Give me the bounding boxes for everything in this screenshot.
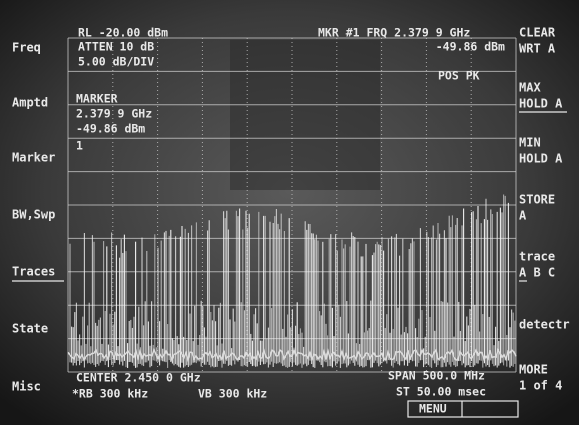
right-softkey[interactable]: WRT A <box>519 42 556 56</box>
ref-level: RL -20.00 dBm <box>78 26 168 40</box>
menu-label[interactable]: MENU <box>419 402 447 416</box>
right-softkey[interactable]: MORE <box>519 363 548 377</box>
left-softkey[interactable]: State <box>12 322 48 336</box>
right-softkey[interactable]: MAX <box>519 81 541 95</box>
left-softkey[interactable]: Misc <box>12 380 41 394</box>
left-softkey[interactable]: BW,Swp <box>12 208 55 222</box>
detector: POS PK <box>438 69 480 83</box>
left-softkey[interactable]: Marker <box>12 151 55 165</box>
right-softkey[interactable]: HOLD A <box>519 152 563 166</box>
marker-number: 1 <box>76 139 83 153</box>
left-softkey[interactable]: Freq <box>12 41 41 55</box>
reflection <box>230 40 380 190</box>
resolution-bandwidth: *RB 300 kHz <box>72 387 148 401</box>
right-softkey[interactable]: detectr <box>519 318 570 332</box>
span: SPAN 500.0 MHz <box>388 369 485 383</box>
right-softkey[interactable]: CLEAR <box>519 26 556 40</box>
right-softkey[interactable]: HOLD A <box>519 97 563 111</box>
marker-frequency: MKR #1 FRQ 2.379 9 GHz <box>318 26 470 40</box>
marker-freq: 2.379 9 GHz <box>76 107 152 121</box>
scale: 5.00 dB/DIV <box>78 55 154 69</box>
noise-floor <box>67 347 517 363</box>
right-softkey[interactable]: STORE <box>519 193 555 207</box>
video-bandwidth: VB 300 kHz <box>198 387 267 401</box>
right-softkey[interactable]: trace <box>519 250 555 264</box>
left-softkey[interactable]: Traces <box>12 265 55 279</box>
marker-title: MARKER <box>76 92 118 106</box>
left-softkey[interactable]: Amptd <box>12 96 48 110</box>
menu-box[interactable] <box>407 400 519 418</box>
marker-amplitude: -49.86 dBm <box>436 40 505 54</box>
marker-amp: -49.86 dBm <box>76 122 145 136</box>
center-frequency: CENTER 2.450 0 GHz <box>76 371 201 385</box>
right-softkey[interactable]: MIN <box>519 136 541 150</box>
attenuation: ATTEN 10 dB <box>78 40 154 54</box>
right-softkey[interactable]: 1 of 4 <box>519 379 562 393</box>
right-softkey[interactable]: A <box>519 209 527 223</box>
softkeys: Freq Amptd Marker BW,Swp Traces State Misc CLEA… <box>12 26 570 394</box>
spectrum-trace <box>67 194 517 368</box>
sweep-time: ST 50.00 msec <box>396 385 486 399</box>
right-softkey[interactable]: A B C <box>519 266 555 280</box>
